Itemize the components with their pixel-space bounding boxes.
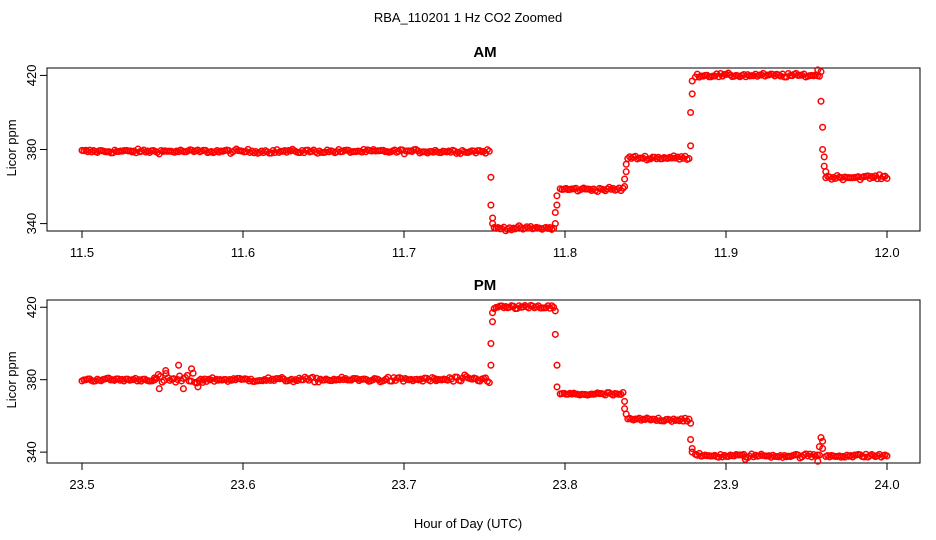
pm-data-point bbox=[487, 361, 495, 369]
pm-data-point bbox=[688, 444, 696, 453]
am-x-tick-label: 11.9 bbox=[714, 245, 738, 260]
am-data-point bbox=[866, 174, 874, 182]
am-y-axis: 340 380 420 bbox=[24, 65, 48, 235]
pm-data-point bbox=[553, 361, 561, 369]
pm-data-point bbox=[179, 385, 187, 393]
am-data-point bbox=[622, 168, 630, 176]
am-data-point bbox=[553, 192, 561, 200]
pm-x-tick-label: 23.9 bbox=[713, 477, 738, 492]
pm-x-tick-label: 23.7 bbox=[391, 477, 416, 492]
am-x-tick-label: 11.7 bbox=[392, 245, 416, 260]
pm-data-point bbox=[814, 457, 822, 465]
am-data-point bbox=[822, 168, 830, 176]
am-x-axis: 11.5 11.6 11.7 11.8 11.9 12.0 bbox=[70, 230, 900, 260]
am-data-point bbox=[487, 201, 495, 209]
am-data-point bbox=[817, 68, 825, 76]
pm-data-point bbox=[175, 361, 183, 369]
pm-data-point bbox=[187, 365, 196, 373]
pm-data-point bbox=[883, 452, 891, 460]
am-x-tick-label: 12.0 bbox=[874, 245, 899, 260]
pm-x-tick-label: 23.6 bbox=[230, 477, 255, 492]
pm-x-tick-label: 23.8 bbox=[552, 477, 577, 492]
am-y-axis-label: Licor ppm bbox=[4, 119, 19, 176]
am-data-point bbox=[553, 201, 561, 209]
am-data-point bbox=[820, 162, 828, 170]
pm-data-point bbox=[817, 434, 825, 442]
pm-data-point bbox=[162, 367, 170, 375]
am-data-point bbox=[551, 208, 559, 217]
am-y-tick-label: 380 bbox=[24, 139, 39, 161]
pm-data-point bbox=[155, 385, 163, 393]
pm-data-point bbox=[687, 435, 695, 444]
am-data-point bbox=[621, 182, 629, 191]
pm-data-point bbox=[741, 455, 749, 463]
figure-x-axis-label: Hour of Day (UTC) bbox=[414, 516, 522, 531]
am-data-point bbox=[687, 142, 695, 150]
pm-data-point bbox=[688, 448, 696, 456]
pm-x-tick-label: 24.0 bbox=[874, 477, 899, 492]
am-x-tick-label: 11.6 bbox=[231, 245, 255, 260]
am-data-point bbox=[140, 146, 148, 154]
pm-data-point bbox=[619, 388, 627, 397]
am-data-point bbox=[688, 90, 696, 98]
pm-data-point bbox=[488, 309, 497, 317]
pm-y-tick-label: 380 bbox=[24, 369, 39, 391]
am-data-point bbox=[688, 77, 696, 85]
pm-data-point bbox=[819, 444, 827, 453]
am-data-point bbox=[819, 145, 827, 154]
am-y-tick-label: 340 bbox=[24, 213, 39, 235]
am-data-point bbox=[820, 153, 828, 161]
pm-y-axis-label: Licor ppm bbox=[4, 351, 19, 408]
am-data-point bbox=[622, 160, 630, 168]
am-data-point bbox=[685, 155, 693, 163]
pm-data-point bbox=[551, 330, 559, 338]
am-panel: AM Licor ppm 11.5 11.6 11.7 11.8 11.9 12.0 34… bbox=[4, 44, 921, 260]
pm-x-tick-label: 23.5 bbox=[69, 477, 94, 492]
pm-data-point bbox=[551, 307, 559, 315]
am-panel-title: AM bbox=[473, 44, 496, 61]
pm-data-point bbox=[687, 419, 695, 427]
am-data-point bbox=[487, 173, 495, 181]
pm-data-point bbox=[621, 397, 629, 405]
pm-data-point bbox=[487, 339, 495, 348]
am-x-tick-label: 11.8 bbox=[553, 245, 577, 260]
pm-data-point bbox=[815, 451, 823, 459]
am-x-tick-label: 11.5 bbox=[70, 245, 94, 260]
pm-data-point bbox=[485, 379, 493, 387]
pm-panel-title: PM bbox=[474, 277, 497, 294]
pm-data-point bbox=[553, 383, 561, 391]
am-data-point bbox=[621, 175, 629, 183]
am-data-point bbox=[551, 220, 559, 228]
am-data-points bbox=[78, 66, 891, 235]
pm-data-point bbox=[622, 410, 630, 418]
pm-data-point bbox=[194, 383, 202, 391]
pm-y-tick-label: 340 bbox=[24, 441, 39, 463]
figure-title: RBA_110201 1 Hz CO2 Zoomed bbox=[374, 10, 562, 25]
pm-data-point bbox=[488, 318, 497, 326]
am-data-point bbox=[817, 97, 825, 105]
am-data-point bbox=[883, 174, 891, 182]
pm-data-point bbox=[208, 374, 216, 382]
am-y-tick-label: 420 bbox=[24, 65, 39, 87]
am-data-point bbox=[489, 214, 497, 222]
am-data-point bbox=[687, 108, 695, 117]
pm-x-axis: 23.5 23.6 23.7 23.8 23.9 24.0 bbox=[69, 462, 900, 492]
pm-data-point bbox=[685, 415, 693, 423]
am-data-point bbox=[489, 220, 497, 228]
pm-data-point bbox=[819, 437, 827, 445]
pm-data-point bbox=[311, 378, 319, 386]
pm-y-axis: 340 380 420 bbox=[24, 296, 48, 463]
am-data-point bbox=[819, 123, 827, 131]
pm-data-point bbox=[154, 370, 162, 379]
am-data-point bbox=[485, 147, 493, 155]
pm-data-points bbox=[78, 301, 891, 465]
pm-panel: PM Licor ppm 23.5 23.6 23.7 23.8 23.9 24.0 34… bbox=[4, 277, 921, 492]
pm-data-point bbox=[550, 303, 558, 311]
pm-y-tick-label: 420 bbox=[24, 296, 39, 318]
